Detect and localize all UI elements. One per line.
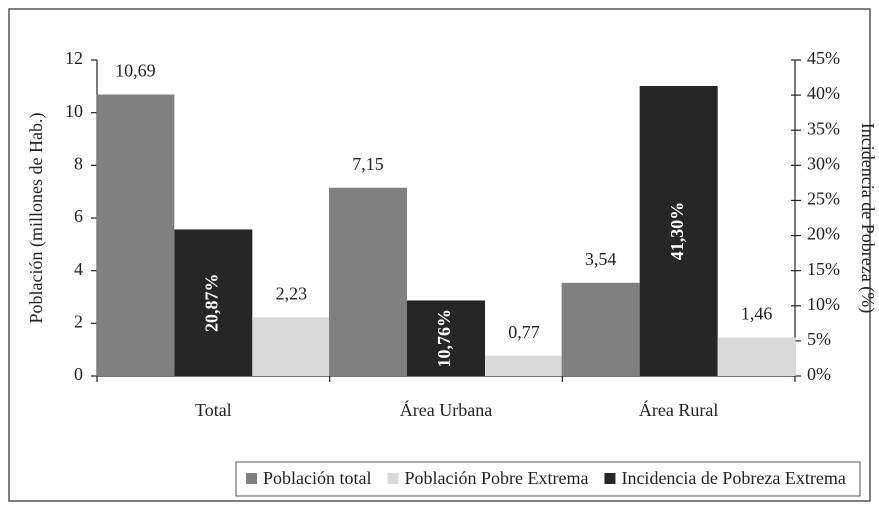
bar (252, 317, 331, 376)
x-tick-label: Área Rural (639, 399, 718, 420)
y2-tick-label: 15% (807, 259, 840, 279)
legend-label: Población total (263, 468, 371, 488)
x-tick-label: Área Urbana (400, 399, 492, 420)
y-tick-label: 4 (74, 259, 83, 279)
bar (717, 337, 796, 376)
y-tick-label: 10 (65, 101, 83, 121)
y2-axis-title: Incidencia de Pobreza (%) (857, 123, 878, 313)
bar (329, 187, 407, 376)
value-label: 0,77 (508, 322, 540, 342)
value-label: 2,23 (276, 283, 308, 303)
y-tick-label: 0 (74, 364, 83, 384)
value-label: 20,87% (201, 273, 221, 332)
y2-tick-label: 25% (807, 189, 840, 209)
y2-tick-label: 0% (807, 364, 831, 384)
value-label: 41,30% (667, 202, 687, 260)
y-axis-title: Población (millones de Hab.) (26, 113, 47, 324)
bar (96, 94, 175, 376)
y2-tick-label: 10% (807, 294, 840, 314)
legend-box (235, 461, 861, 497)
y2-tick-label: 20% (807, 224, 840, 244)
chart-frame (8, 8, 871, 502)
legend-swatch (387, 473, 399, 484)
bar (407, 300, 485, 376)
legend-label: Incidencia de Pobreza Extrema (621, 468, 845, 488)
legend-label: Población Pobre Extrema (404, 468, 588, 488)
y-tick-label: 8 (74, 153, 83, 173)
y-tick-label: 6 (74, 206, 83, 226)
legend-swatch (246, 473, 257, 484)
bar (639, 85, 718, 376)
y2-tick-label: 45% (807, 48, 840, 68)
value-label: 10,76% (434, 309, 454, 368)
y2-tick-label: 40% (807, 83, 840, 103)
y2-tick-label: 5% (807, 329, 831, 349)
bar (174, 229, 253, 376)
value-label: 1,46 (741, 304, 773, 324)
value-label: 3,54 (585, 249, 617, 269)
bar (485, 355, 563, 376)
y2-tick-label: 30% (807, 153, 840, 173)
y-tick-label: 12 (65, 48, 83, 68)
y2-tick-label: 35% (807, 118, 840, 138)
legend-swatch (604, 473, 616, 484)
bar (561, 282, 640, 376)
x-tick-label: Total (195, 400, 232, 420)
value-label: 7,15 (352, 154, 384, 174)
value-label: 10,69 (115, 61, 156, 81)
y-tick-label: 2 (74, 311, 83, 331)
